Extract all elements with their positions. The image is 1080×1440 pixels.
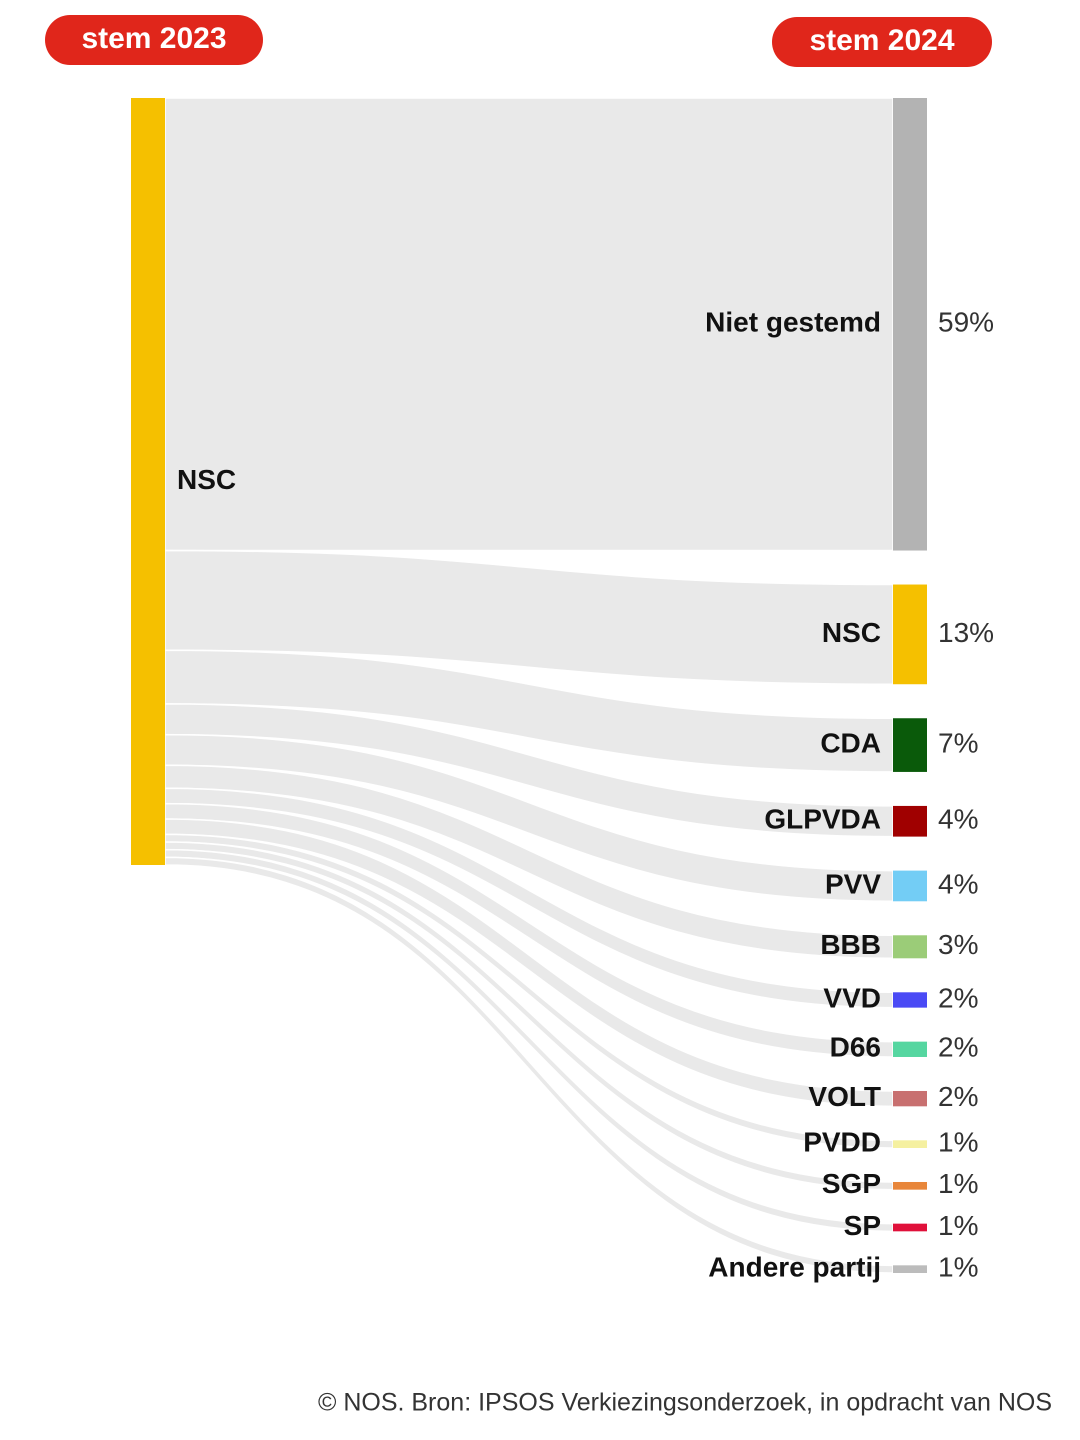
source-node xyxy=(131,98,165,865)
source-title: stem 2023 xyxy=(81,22,226,55)
target-node xyxy=(893,935,927,959)
target-node xyxy=(893,1181,927,1190)
target-node xyxy=(893,1265,927,1273)
value-label: 4% xyxy=(938,868,978,899)
target-label: VVD xyxy=(823,982,881,1013)
target-label: GLPVDA xyxy=(764,804,881,835)
value-label: 1% xyxy=(938,1168,978,1199)
target-node xyxy=(893,1223,927,1232)
value-label: 7% xyxy=(938,727,978,758)
target-node xyxy=(893,1090,927,1107)
value-label: 1% xyxy=(938,1210,978,1241)
target-label: VOLT xyxy=(808,1081,881,1112)
target-label: PVDD xyxy=(803,1127,881,1158)
value-label: 1% xyxy=(938,1127,978,1158)
links xyxy=(164,97,894,1274)
target-node xyxy=(893,805,927,837)
target-pill xyxy=(772,17,992,67)
nodes: Niet gestemd 59% NSC 13% CDA 7% GLPVDA 4% PVV 4% B… xyxy=(131,98,994,1283)
credit: © NOS. Bron: IPSOS Verkiezingsonderzoek,… xyxy=(318,1389,1052,1417)
target-node xyxy=(893,1041,927,1057)
target-node xyxy=(893,718,927,772)
target-label: BBB xyxy=(820,929,881,960)
source-label: NSC xyxy=(177,464,236,495)
target-node xyxy=(893,992,927,1008)
target-node xyxy=(893,1140,927,1148)
target-label: PVV xyxy=(825,868,881,899)
target-title: stem 2024 xyxy=(809,24,954,57)
value-label: 2% xyxy=(938,982,978,1013)
target-label: SGP xyxy=(822,1168,881,1199)
value-label: 2% xyxy=(938,1081,978,1112)
value-label: 1% xyxy=(938,1252,978,1283)
target-node xyxy=(893,870,927,902)
target-node xyxy=(893,584,927,685)
target-label: D66 xyxy=(830,1032,881,1063)
target-label: Andere partij xyxy=(708,1252,881,1283)
source-pill xyxy=(45,15,263,65)
target-label: SP xyxy=(844,1210,881,1241)
value-label: 2% xyxy=(938,1032,978,1063)
target-node xyxy=(893,98,927,551)
target-label: CDA xyxy=(820,727,881,758)
value-label: 13% xyxy=(938,617,994,648)
target-label: Niet gestemd xyxy=(705,307,881,338)
value-label: 4% xyxy=(938,804,978,835)
value-label: 3% xyxy=(938,929,978,960)
target-label: NSC xyxy=(822,617,881,648)
value-label: 59% xyxy=(938,307,994,338)
